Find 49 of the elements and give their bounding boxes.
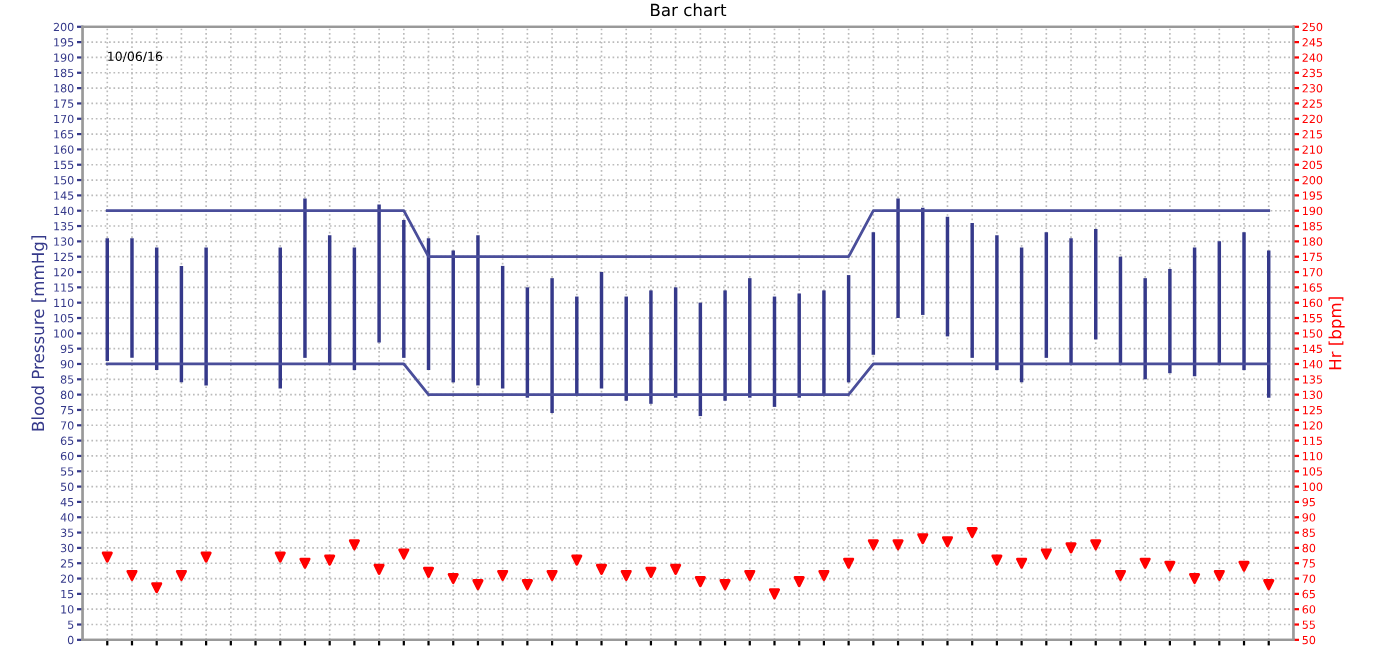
point — [941, 536, 954, 548]
point — [348, 539, 360, 551]
point — [200, 551, 212, 563]
point — [151, 582, 163, 594]
point — [497, 569, 509, 582]
point — [521, 579, 533, 591]
point — [101, 551, 113, 563]
chart-title: Bar chart — [651, 3, 727, 17]
point — [1040, 548, 1052, 560]
point — [1213, 569, 1225, 582]
point — [472, 579, 484, 591]
point — [793, 576, 805, 588]
point — [447, 572, 459, 585]
point — [422, 566, 435, 578]
point — [966, 527, 978, 539]
point — [818, 569, 830, 582]
point — [867, 539, 879, 551]
point — [1263, 579, 1275, 591]
point — [373, 563, 385, 575]
point — [175, 569, 187, 582]
point — [719, 579, 731, 591]
point — [744, 569, 756, 582]
point — [694, 576, 706, 588]
point — [595, 563, 608, 575]
point — [768, 588, 781, 600]
point — [991, 554, 1003, 566]
point — [1139, 557, 1151, 569]
point — [1065, 542, 1077, 554]
y2-axis-title: Hr [bpm] — [1328, 297, 1345, 370]
point — [1189, 572, 1201, 585]
point — [1164, 560, 1176, 572]
point — [645, 566, 657, 578]
point — [546, 569, 558, 582]
point — [126, 569, 138, 582]
point — [1090, 539, 1102, 551]
point — [892, 539, 904, 551]
point — [1238, 560, 1250, 572]
y-axis-title: Blood Pressure [mmHg] — [31, 236, 48, 431]
point — [324, 554, 336, 566]
point — [917, 533, 929, 545]
point — [398, 548, 410, 560]
point — [620, 569, 632, 582]
point — [299, 557, 311, 569]
point — [670, 563, 682, 575]
point — [571, 554, 583, 566]
point — [1114, 569, 1127, 582]
point — [1016, 557, 1028, 569]
point — [274, 551, 286, 563]
point — [843, 557, 855, 569]
